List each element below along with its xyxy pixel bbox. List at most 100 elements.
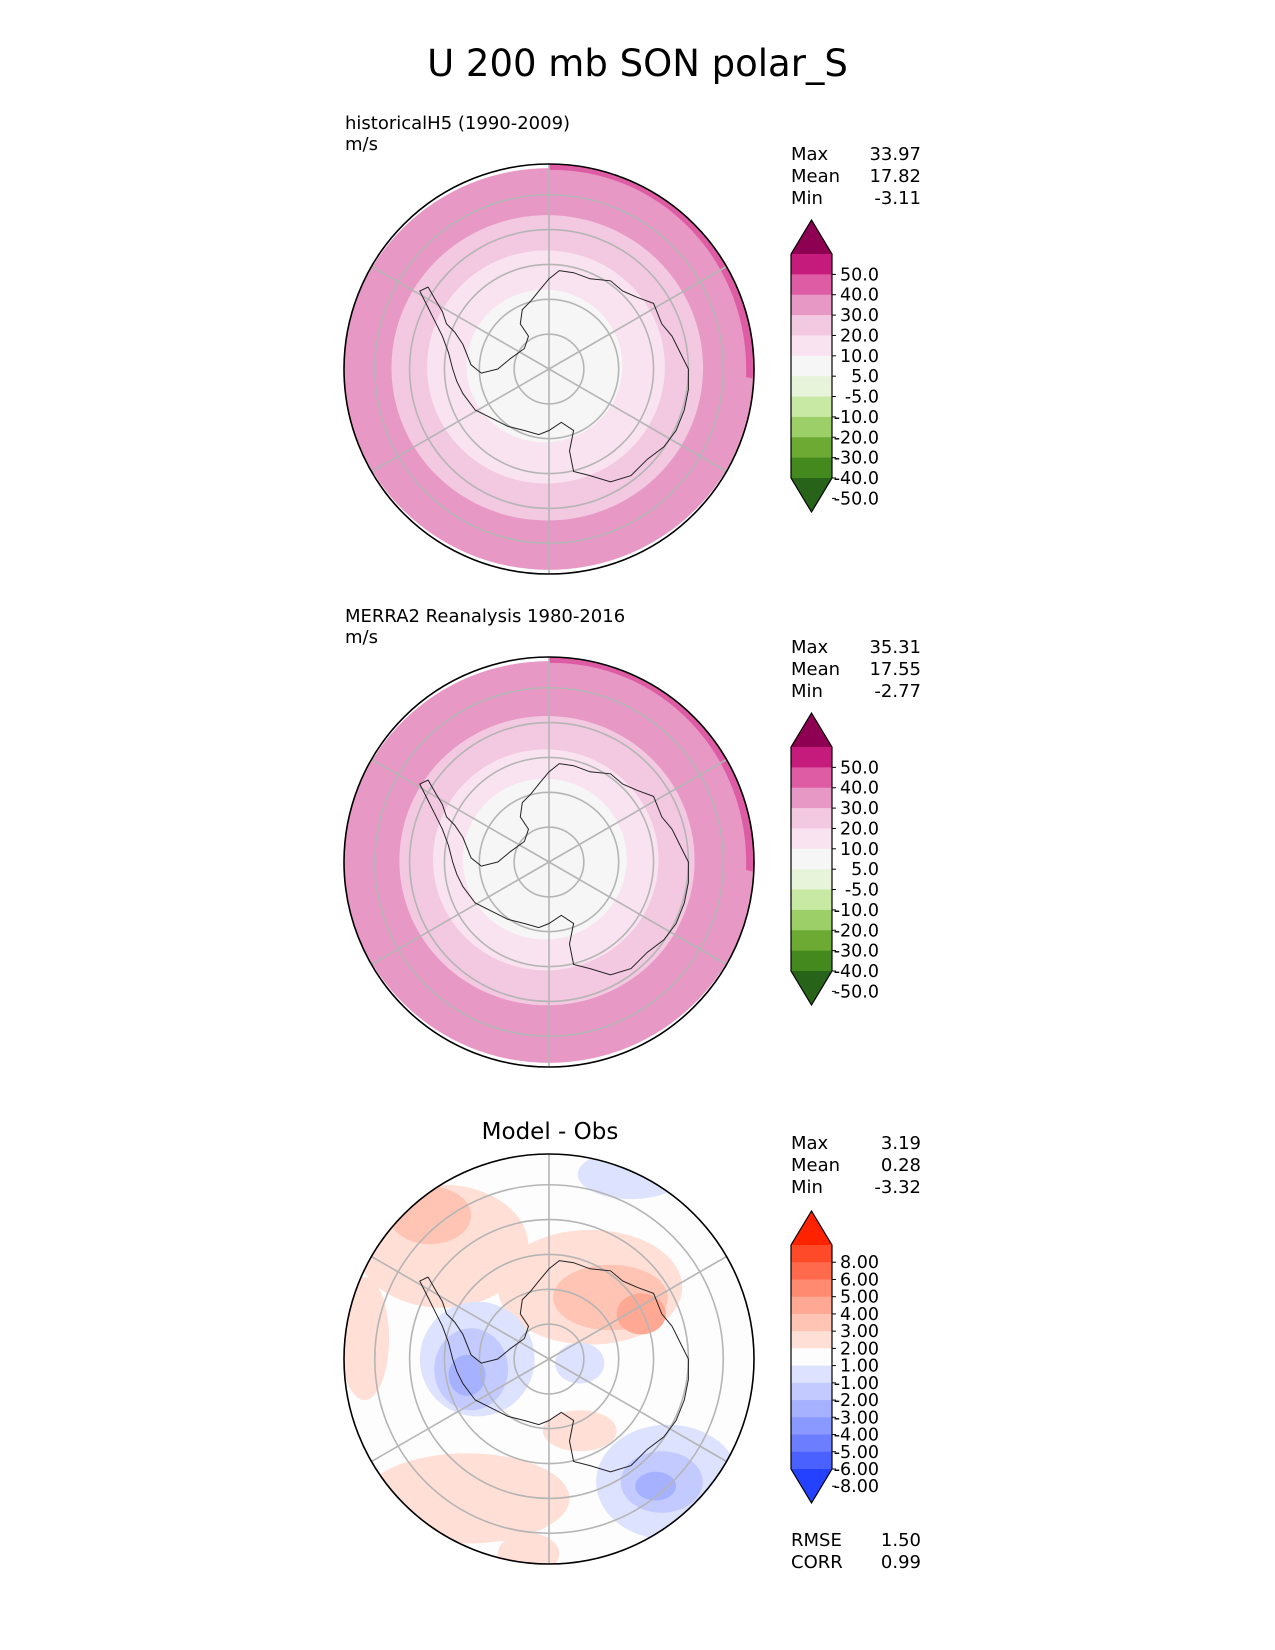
panel-title: MERRA2 Reanalysis 1980-2016 m/s: [345, 606, 625, 648]
colorbar-tick-label: 4.00: [840, 1305, 879, 1325]
colorbar-tick-label: 8.00: [840, 1253, 879, 1273]
colorbar-tick-label: 10.0: [840, 840, 879, 860]
colorbar-segment: [791, 396, 832, 418]
contour-band: [635, 1471, 677, 1501]
colorbar-segment: [791, 808, 832, 829]
colorbar-tick-label: 50.0: [840, 265, 879, 285]
colorbar-segment: [791, 355, 832, 377]
colorbar-tick-label: -30.0: [834, 449, 879, 469]
stat-min: Min -3.32: [791, 1177, 921, 1198]
colorbar-segment: [791, 437, 832, 459]
colorbar-tick-label: -10.0: [834, 901, 879, 921]
stat-max: Max 3.19: [791, 1133, 921, 1154]
colorbar-tick-label: 10.0: [840, 347, 879, 367]
colorbar-segment: [791, 1382, 832, 1401]
meridian-line: [548, 1358, 727, 1463]
stats-box: Max 35.31 Mean 17.55 Min -2.77: [791, 637, 921, 703]
colorbar-tick-label: -50.0: [834, 489, 879, 509]
colorbar-segment: [791, 889, 832, 911]
colorbar-segment: [791, 950, 832, 972]
coastline: [419, 1260, 689, 1473]
colorbar-tick-label: -1.00: [834, 1374, 879, 1394]
colorbar-tick-label: -5.00: [834, 1443, 879, 1463]
colorbar-tick-label: 5.0: [851, 860, 879, 880]
colorbar-segment: [791, 828, 832, 850]
colorbar-segment: [791, 457, 832, 479]
meridian-line: [371, 1358, 550, 1463]
colorbar-segment: [791, 254, 832, 275]
colorbar-segment: [791, 1417, 832, 1436]
colorbar-extend-bottom: [791, 1469, 832, 1503]
meridian-line: [548, 1255, 727, 1360]
map-boundary: [343, 656, 755, 1068]
colorbar-segment: [791, 848, 832, 870]
colorbar-tick-label: 5.00: [840, 1288, 879, 1308]
colorbar-segment: [791, 869, 832, 891]
colorbar-extend-top: [791, 1211, 832, 1245]
stat-mean: Mean 0.28: [791, 1155, 921, 1176]
stat-corr: CORR 0.99: [791, 1552, 921, 1573]
panel-diff: Model - Obs Max 3.19 Mean 0.28 Min -3.32 8.…: [0, 1097, 1275, 1587]
colorbar-segment: [791, 1262, 832, 1280]
colorbar-segment: [791, 767, 832, 789]
contour-band: [616, 1293, 666, 1335]
colorbar-segment: [791, 1331, 832, 1349]
colorbar-segment: [791, 294, 832, 316]
contour-band: [497, 1533, 560, 1564]
meridian-line: [548, 758, 727, 863]
meridian-line: [548, 368, 727, 473]
colorbar-tick-label: -20.0: [834, 921, 879, 941]
colorbar-tick-label: -6.00: [834, 1460, 879, 1480]
colorbar-segment: [791, 376, 832, 398]
panel-title-line1: historicalH5 (1990-2009): [345, 113, 571, 134]
panel-title-line1: MERRA2 Reanalysis 1980-2016: [345, 606, 626, 627]
colorbar-tick-label: 30.0: [840, 306, 879, 326]
colorbar-tick-label: 3.00: [840, 1322, 879, 1342]
colorbar-tick-label: -50.0: [834, 982, 879, 1002]
colorbar-segment: [791, 787, 832, 809]
colorbar-tick-label: -5.0: [845, 881, 879, 901]
colorbar-segment: [791, 1365, 832, 1384]
colorbar-segment: [791, 1313, 832, 1332]
colorbar-tick-label: 20.0: [840, 819, 879, 839]
colorbar-tick-label: -2.00: [834, 1391, 879, 1411]
coastline: [419, 270, 689, 483]
panel-title: Model - Obs: [481, 1119, 619, 1145]
error-stats: RMSE 1.50 CORR 0.99: [791, 1530, 921, 1574]
colorbar-segment: [791, 1296, 832, 1315]
colorbar-segment: [791, 747, 832, 768]
meridian-line: [548, 265, 727, 370]
colorbar-segment: [791, 1451, 832, 1470]
colorbar-segment: [791, 335, 832, 357]
colorbar-segment: [791, 1279, 832, 1298]
stats-box: Max 33.97 Mean 17.82 Min -3.11: [791, 144, 921, 210]
colorbar-tick-label: 2.00: [840, 1339, 879, 1359]
figure-title: U 200 mb SON polar_S: [427, 42, 848, 85]
polar-map: [343, 656, 755, 1068]
colorbar-extend-bottom: [791, 971, 832, 1005]
panel-title: historicalH5 (1990-2009) m/s: [345, 113, 570, 155]
map-boundary: [343, 163, 755, 575]
contour-band: [344, 1277, 390, 1400]
colorbar-tick-label: 5.0: [851, 367, 879, 387]
colorbar-tick-label: -3.00: [834, 1408, 879, 1428]
colorbar-tick-label: -8.00: [834, 1477, 879, 1497]
contour-band: [542, 1410, 617, 1452]
meridian-line: [548, 861, 727, 966]
stat-min: Min -3.11: [791, 188, 921, 209]
contour-band: [555, 1342, 605, 1384]
colorbar-tick-label: -40.0: [834, 962, 879, 982]
stat-max: Max 33.97: [791, 144, 921, 165]
colorbar-tick-label: -5.0: [845, 388, 879, 408]
colorbar-segment: [791, 930, 832, 952]
colorbar: 50.040.030.020.010.05.0-5.0-10.0-20.0-30…: [790, 711, 879, 1007]
colorbar-tick-label: 50.0: [840, 758, 879, 778]
colorbar-tick-label: -30.0: [834, 942, 879, 962]
colorbar-tick-label: -10.0: [834, 408, 879, 428]
colorbar: 50.040.030.020.010.05.0-5.0-10.0-20.0-30…: [790, 218, 879, 514]
contour-band: [389, 1186, 472, 1245]
colorbar-tick-label: 6.00: [840, 1270, 879, 1290]
stat-mean: Mean 17.82: [791, 166, 921, 187]
coastline: [419, 763, 689, 976]
polar-map: [343, 163, 755, 575]
